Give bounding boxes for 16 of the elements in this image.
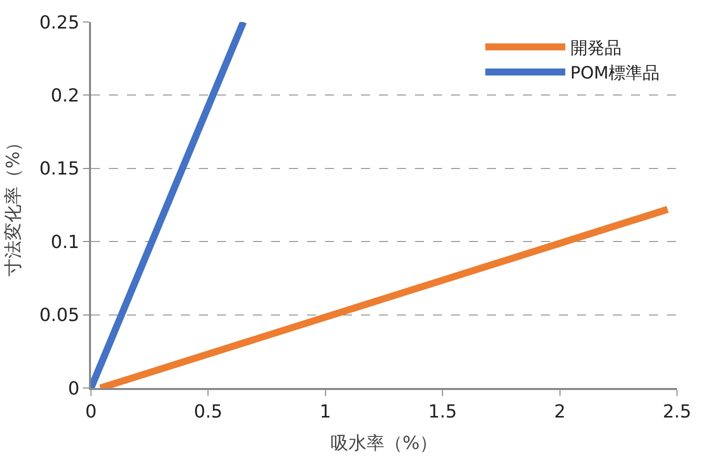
x-tick-label: 2.5	[662, 402, 692, 423]
x-axis-title: 吸水率（%）	[330, 433, 438, 454]
legend-label: POM標準品	[570, 64, 660, 84]
legend-label: 開発品	[570, 38, 622, 58]
y-tick-label: 0.2	[50, 86, 80, 106]
y-tick-label: 0.15	[39, 158, 80, 180]
x-tick-label: 1.5	[428, 402, 457, 423]
y-tick-label: 0.25	[39, 12, 80, 34]
x-tick-label: 0.5	[194, 402, 223, 423]
y-tick-label: 0.1	[50, 232, 80, 253]
x-tick-label: 1	[320, 402, 332, 423]
y-tick-label: 0	[68, 378, 80, 400]
y-axis-title: 寸法変化率（%）	[3, 133, 24, 277]
y-tick-label: 0.05	[39, 305, 80, 326]
x-tick-label: 2	[554, 402, 566, 423]
x-tick-label: 0	[85, 402, 97, 423]
